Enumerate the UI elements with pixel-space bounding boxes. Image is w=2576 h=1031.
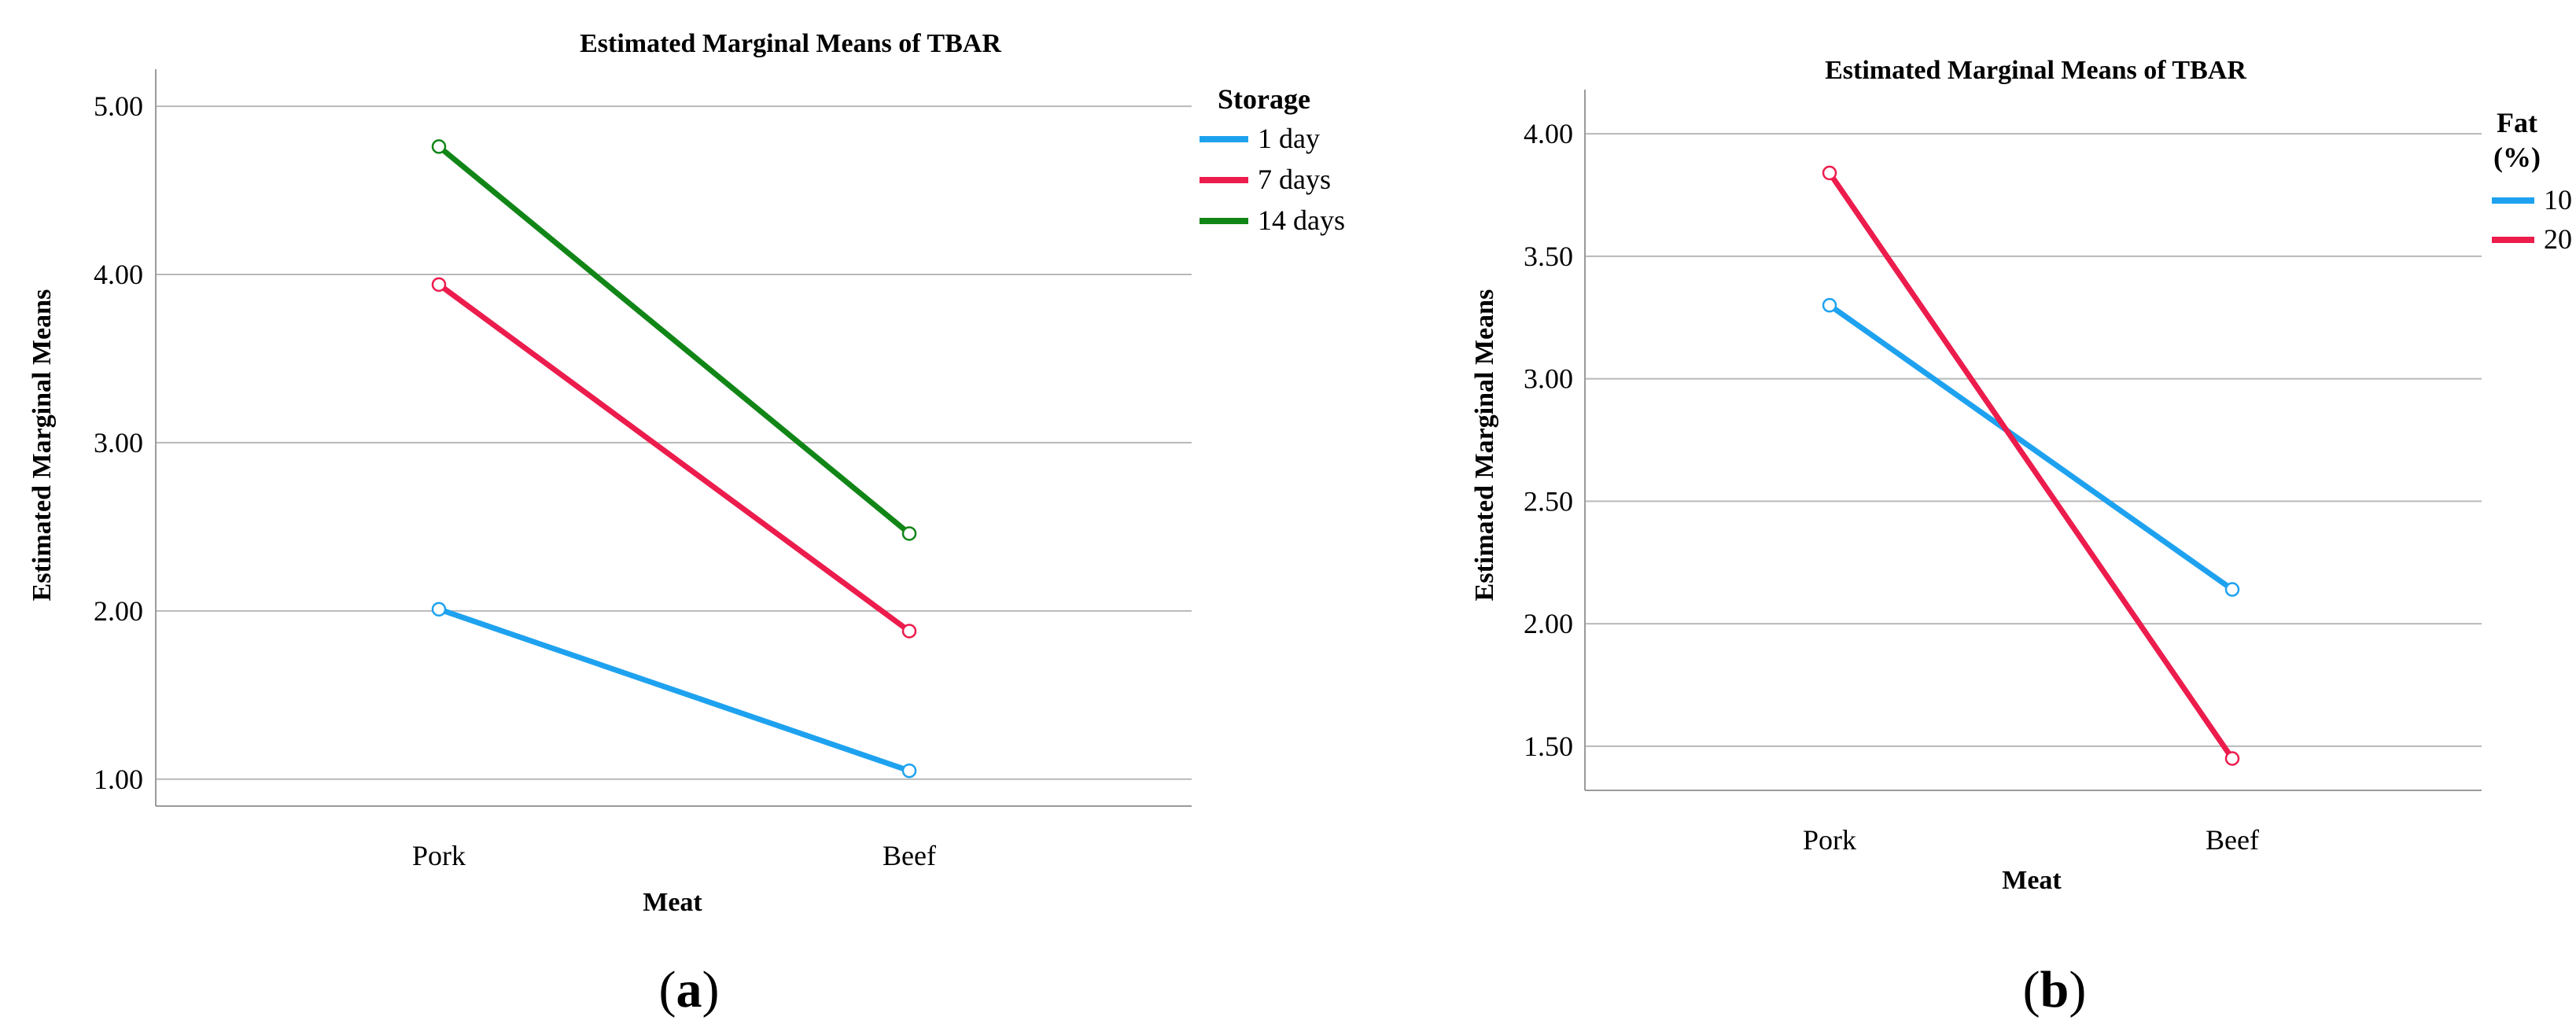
chart-a-x-ticks: Pork Beef (412, 840, 936, 871)
chart-b-x-axis-title: Meat (2002, 866, 2062, 895)
panel-label-a: (a) (659, 961, 720, 1018)
chart-a-legend-label: 1 day (1258, 123, 1320, 154)
chart-a-series-line (436, 143, 912, 536)
chart-a-data-point (901, 624, 917, 639)
chart-a-y-ticks: 1.00 2.00 3.00 4.00 5.00 (94, 90, 143, 795)
chart-a-series (431, 139, 917, 779)
chart-b-y-tick-label: 2.00 (1524, 608, 1573, 639)
chart-a-series-line (436, 606, 912, 774)
chart-a-y-tick-label: 5.00 (94, 90, 143, 122)
chart-b-y-tick-label: 3.50 (1524, 241, 1573, 272)
chart-b-data-point (1822, 297, 1837, 313)
chart-b-y-tick-label: 1.50 (1524, 731, 1573, 762)
chart-a-data-point (901, 526, 917, 541)
chart-a-x-tick-label: Beef (883, 840, 936, 871)
chart-b-series-line (1826, 302, 2235, 593)
chart-b-y-tick-label: 3.00 (1524, 363, 1573, 395)
chart-a-legend-label: 14 days (1258, 204, 1345, 236)
chart-b-data-point (2224, 751, 2240, 766)
chart-a-y-tick-label: 4.00 (94, 259, 143, 290)
chart-b-data-point (2224, 582, 2240, 597)
chart-a-legend-label: 7 days (1258, 164, 1331, 195)
chart-b-legend-title-line2: (%) (2493, 142, 2541, 173)
chart-a-gridlines (156, 105, 1192, 780)
chart-b-frame (1584, 90, 2482, 791)
chart-b-data-point (1822, 165, 1837, 181)
chart-b-x-ticks: Pork Beef (1803, 824, 2259, 856)
chart-a-y-tick-label: 1.00 (94, 764, 143, 795)
chart-b-y-tick-label: 4.00 (1524, 118, 1573, 149)
chart-panel-b: Estimated Marginal Means of TBAR 1.50 2.0… (1470, 56, 2572, 895)
chart-a-frame (155, 69, 1192, 807)
chart-a-data-point (431, 602, 447, 617)
chart-a-y-tick-label: 2.00 (94, 595, 143, 627)
chart-a-data-point (901, 763, 917, 779)
chart-b-x-tick-label: Beef (2206, 824, 2259, 856)
chart-panel-a: Estimated Marginal Means of TBAR 1.00 2.0… (28, 29, 1345, 917)
chart-b-legend-label: 20 (2544, 223, 2572, 255)
chart-a-x-axis-title: Meat (643, 888, 702, 917)
chart-b-legend: Fat (%) 10 20 (2492, 107, 2572, 255)
chart-b-gridlines (1585, 133, 2482, 747)
chart-a-legend-title: Storage (1218, 83, 1310, 115)
chart-a-legend: Storage 1 day 7 days 14 days (1200, 83, 1345, 236)
chart-b-y-axis-title: Estimated Marginal Means (1470, 289, 1499, 602)
chart-b-x-tick-label: Pork (1803, 824, 1856, 856)
chart-a-title: Estimated Marginal Means of TBAR (580, 29, 1001, 58)
chart-b-legend-title-line1: Fat (2497, 107, 2537, 138)
chart-a-series-line (436, 282, 912, 635)
chart-b-y-ticks: 1.50 2.00 2.50 3.00 3.50 4.00 (1524, 118, 1573, 762)
chart-a-y-tick-label: 3.00 (94, 427, 143, 458)
chart-b-legend-label: 10 (2544, 184, 2572, 215)
chart-a-x-tick-label: Pork (412, 840, 466, 871)
chart-b-y-tick-label: 2.50 (1524, 485, 1573, 517)
chart-a-data-point (431, 139, 447, 154)
chart-b-series (1822, 165, 2240, 766)
chart-a-data-point (431, 277, 447, 293)
chart-b-title: Estimated Marginal Means of TBAR (1825, 56, 2246, 85)
panel-label-b: (b) (2023, 961, 2087, 1018)
chart-b-series-line (1826, 170, 2235, 761)
chart-a-y-axis-title: Estimated Marginal Means (28, 289, 57, 602)
